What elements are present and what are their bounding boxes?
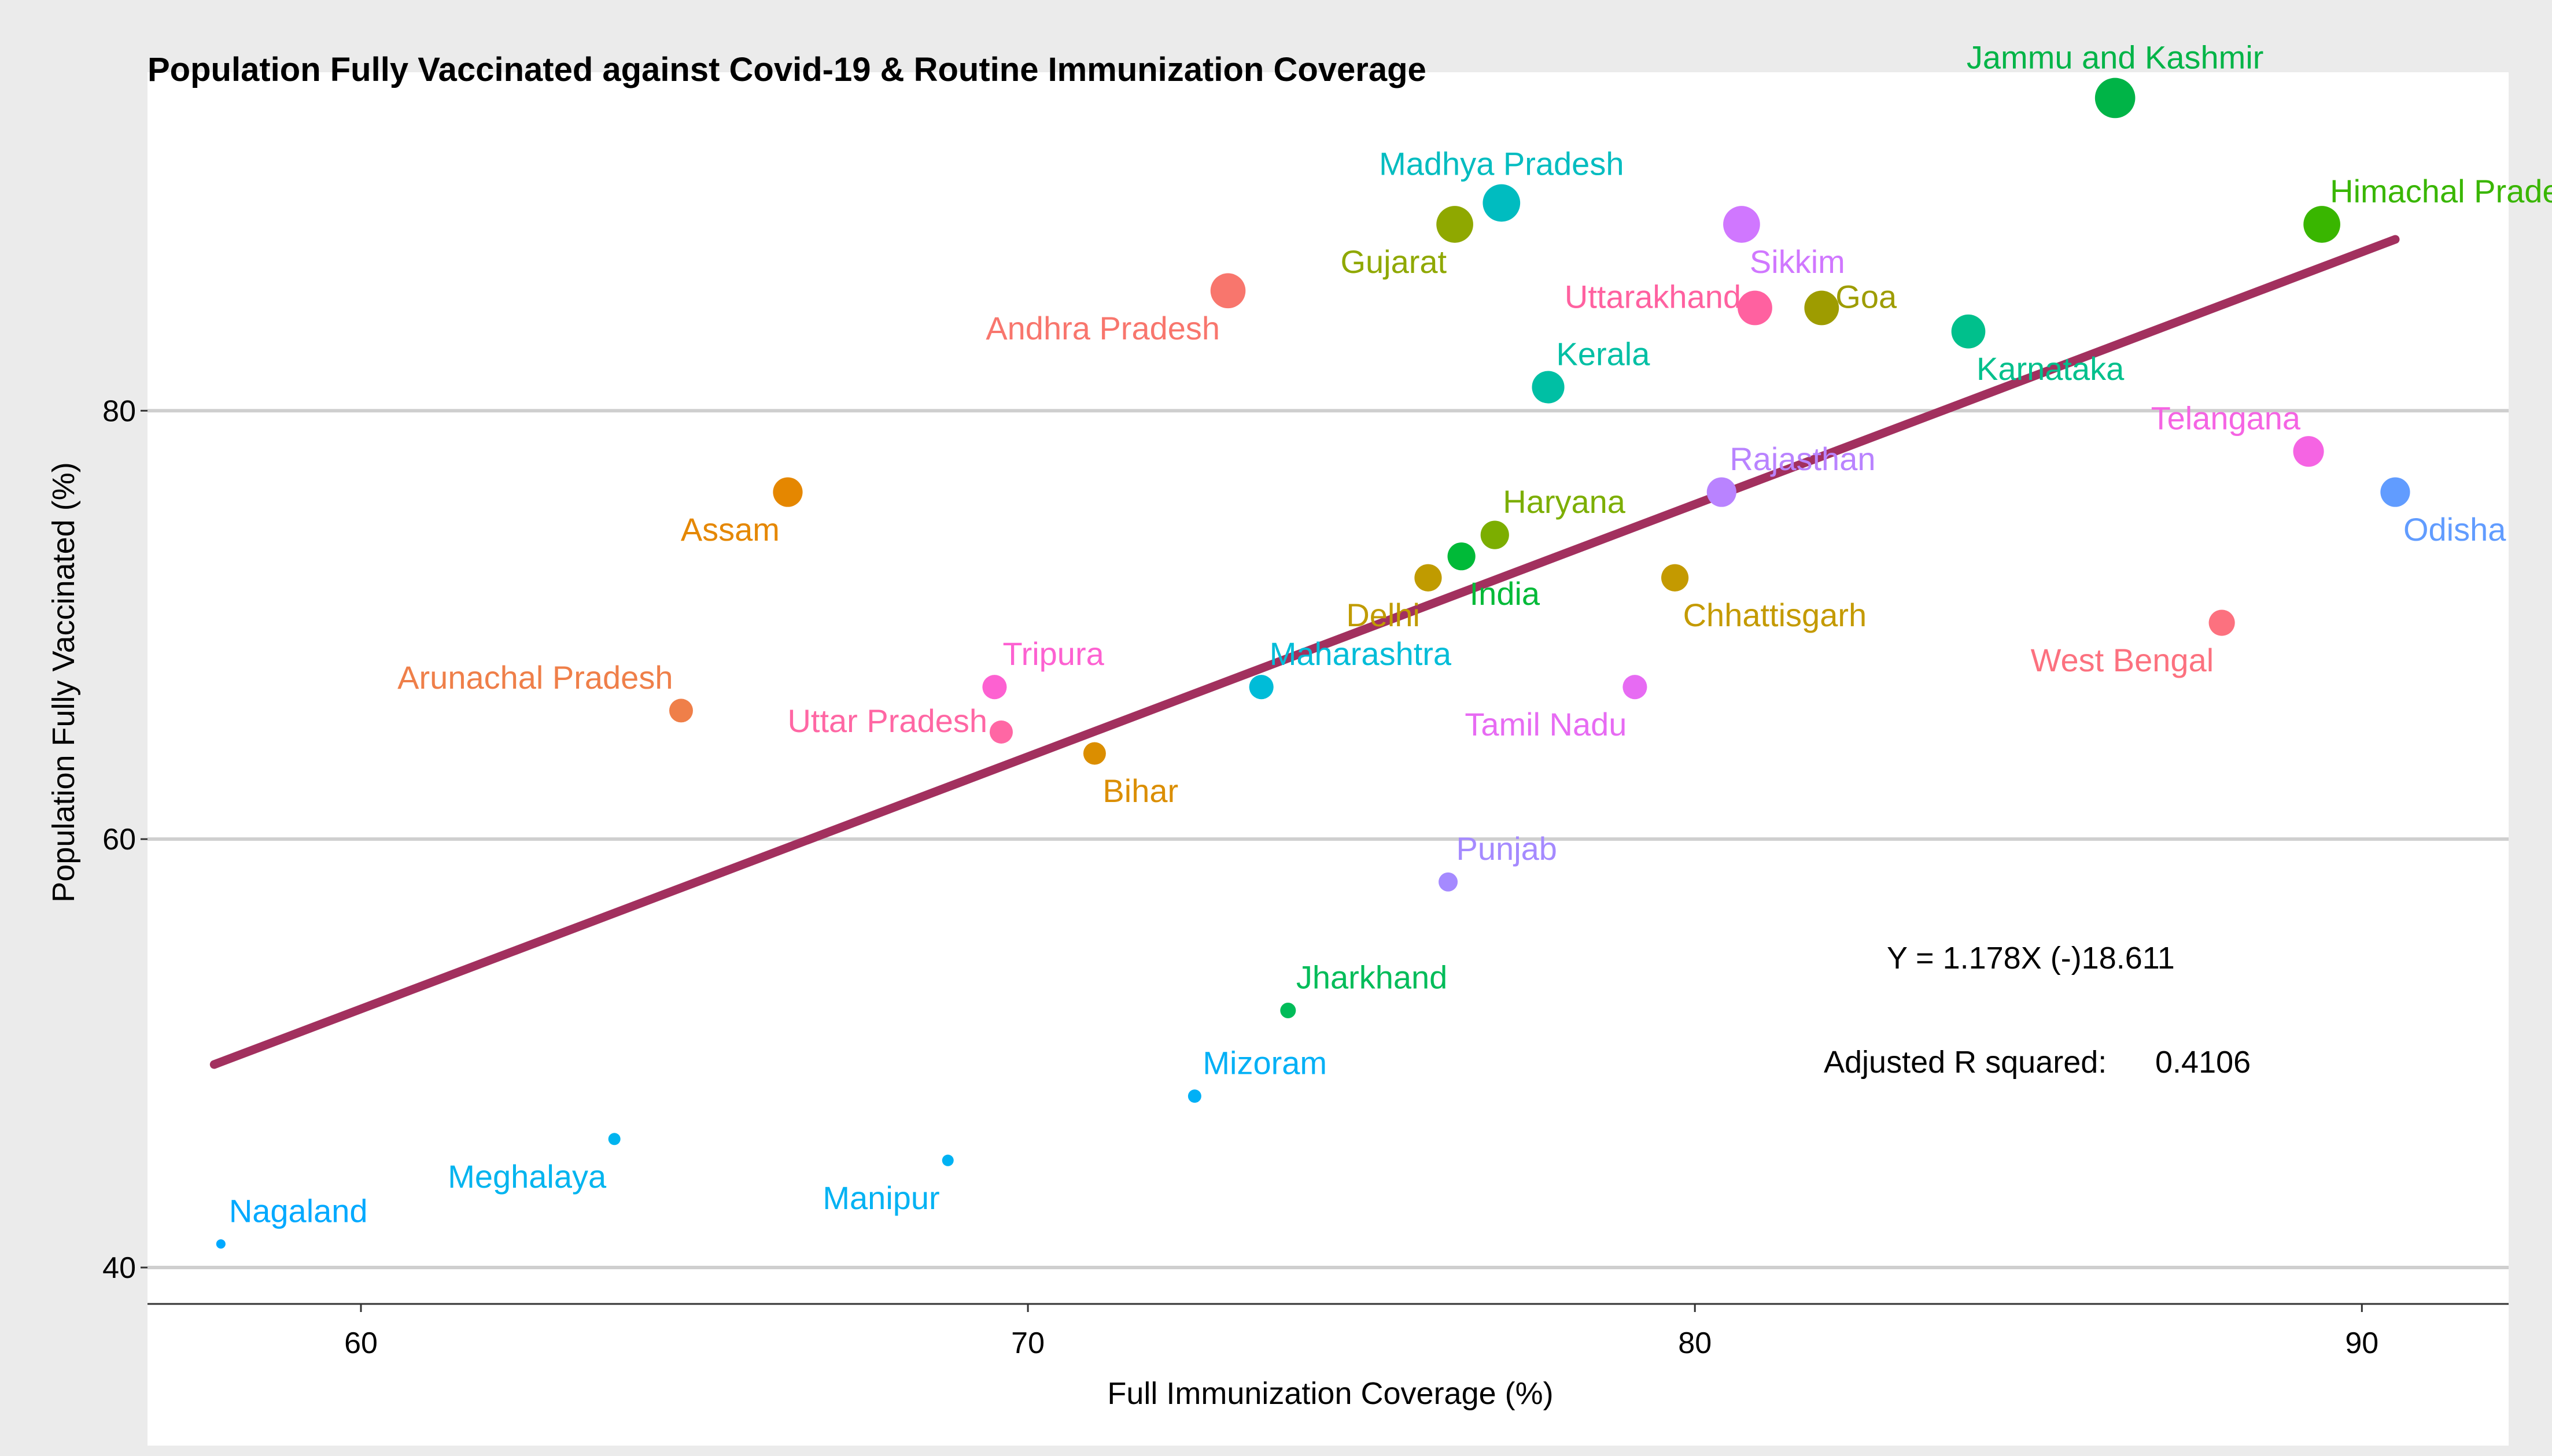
point-punjab	[1439, 872, 1458, 892]
point-label-arunachal-pradesh: Arunachal Pradesh	[397, 659, 673, 696]
point-meghalaya	[608, 1133, 621, 1145]
r-squared-label: Adjusted R squared:	[1824, 1045, 2107, 1080]
point-label-maharashtra: Maharashtra	[1270, 635, 1452, 672]
x-axis-title: Full Immunization Coverage (%)	[1107, 1376, 1553, 1411]
point-madhya-pradesh	[1482, 184, 1521, 222]
point-sikkim	[1723, 206, 1760, 243]
point-tripura	[982, 675, 1007, 700]
y-tick-label-60: 60	[102, 823, 136, 856]
point-delhi	[1414, 564, 1442, 592]
point-label-assam: Assam	[681, 511, 780, 548]
point-label-sikkim: Sikkim	[1750, 243, 1845, 280]
point-labels: Jammu and Kashmir Madhya Pradesh Himachal …	[229, 39, 2552, 1229]
regression-line	[209, 235, 2400, 1069]
point-telangana	[2293, 436, 2324, 467]
point-rajasthan	[1706, 477, 1736, 507]
point-label-goa: Goa	[1835, 278, 1897, 315]
x-tick-label-90: 90	[2345, 1326, 2378, 1360]
x-axis-ticks: 60 70 80 90	[344, 1304, 2378, 1360]
point-label-karnataka: Karnataka	[1976, 350, 2125, 387]
point-label-manipur: Manipur	[823, 1180, 939, 1216]
point-kerala	[1532, 371, 1565, 404]
point-label-mizoram: Mizoram	[1203, 1045, 1327, 1081]
point-gujarat	[1436, 206, 1473, 243]
point-label-west-bengal: West Bengal	[2031, 642, 2214, 678]
point-label-gujarat: Gujarat	[1340, 243, 1447, 280]
regression-layer	[209, 235, 2400, 1069]
point-label-andhra-pradesh: Andhra Pradesh	[986, 310, 1220, 346]
point-label-uttarakhand: Uttarakhand	[1565, 278, 1741, 315]
y-axis-ticks: 40 60 80	[102, 394, 147, 1285]
point-bihar	[1083, 742, 1106, 765]
point-andhra-pradesh	[1210, 273, 1246, 309]
point-india	[1447, 542, 1476, 571]
point-label-odisha: Odisha	[2403, 511, 2506, 548]
point-nagaland	[216, 1239, 226, 1249]
point-assam	[773, 477, 803, 507]
regression-equation: Y = 1.178X (-)18.611	[1887, 941, 2175, 975]
point-maharashtra	[1249, 675, 1274, 700]
point-label-india: India	[1470, 575, 1540, 612]
point-himachal-pradesh	[2303, 206, 2340, 243]
x-tick-label-60: 60	[344, 1326, 378, 1360]
chart-title: Population Fully Vaccinated against Covi…	[147, 51, 1426, 88]
point-label-jharkhand: Jharkhand	[1296, 959, 1448, 996]
point-label-punjab: Punjab	[1456, 830, 1557, 867]
point-uttar-pradesh	[989, 720, 1013, 744]
point-label-haryana: Haryana	[1503, 483, 1626, 520]
point-mizoram	[1188, 1089, 1201, 1103]
point-label-delhi: Delhi	[1346, 597, 1420, 633]
data-points	[216, 77, 2410, 1249]
point-label-meghalaya: Meghalaya	[448, 1158, 607, 1195]
point-label-uttar-pradesh: Uttar Pradesh	[787, 703, 987, 739]
r-squared-value: 0.4106	[2155, 1045, 2251, 1080]
point-label-chhattisgarh: Chhattisgarh	[1683, 597, 1867, 633]
point-tamil-nadu	[1622, 675, 1647, 700]
point-karnataka	[1951, 314, 1986, 349]
x-tick-label-80: 80	[1678, 1326, 1712, 1360]
point-label-jammu-and-kashmir: Jammu and Kashmir	[1967, 39, 2264, 76]
point-label-rajasthan: Rajasthan	[1729, 441, 1875, 477]
point-label-kerala: Kerala	[1557, 336, 1651, 372]
point-label-madhya-pradesh: Madhya Pradesh	[1379, 146, 1624, 182]
point-west-bengal	[2208, 609, 2235, 636]
point-label-tripura: Tripura	[1002, 635, 1104, 672]
point-odisha	[2380, 477, 2410, 507]
point-jharkhand	[1280, 1003, 1296, 1019]
grid-lines	[147, 409, 2509, 1270]
y-tick-label-40: 40	[102, 1251, 136, 1285]
point-label-tamil-nadu: Tamil Nadu	[1465, 706, 1627, 742]
point-label-bihar: Bihar	[1102, 773, 1178, 809]
point-chhattisgarh	[1661, 564, 1689, 592]
y-axis-title: Population Fully Vaccinated (%)	[46, 462, 81, 902]
point-label-nagaland: Nagaland	[229, 1192, 368, 1229]
plot-panel	[147, 72, 2509, 1446]
point-label-himachal-pradesh: Himachal Pradesh	[2330, 173, 2552, 209]
x-tick-label-70: 70	[1011, 1326, 1045, 1360]
point-manipur	[942, 1154, 954, 1166]
y-tick-label-80: 80	[102, 394, 136, 428]
point-goa	[1804, 290, 1839, 326]
point-arunachal-pradesh	[669, 699, 693, 723]
point-jammu-and-kashmir	[2094, 77, 2136, 119]
point-haryana	[1480, 520, 1509, 549]
point-uttarakhand	[1738, 290, 1772, 326]
point-label-telangana: Telangana	[2151, 400, 2301, 437]
